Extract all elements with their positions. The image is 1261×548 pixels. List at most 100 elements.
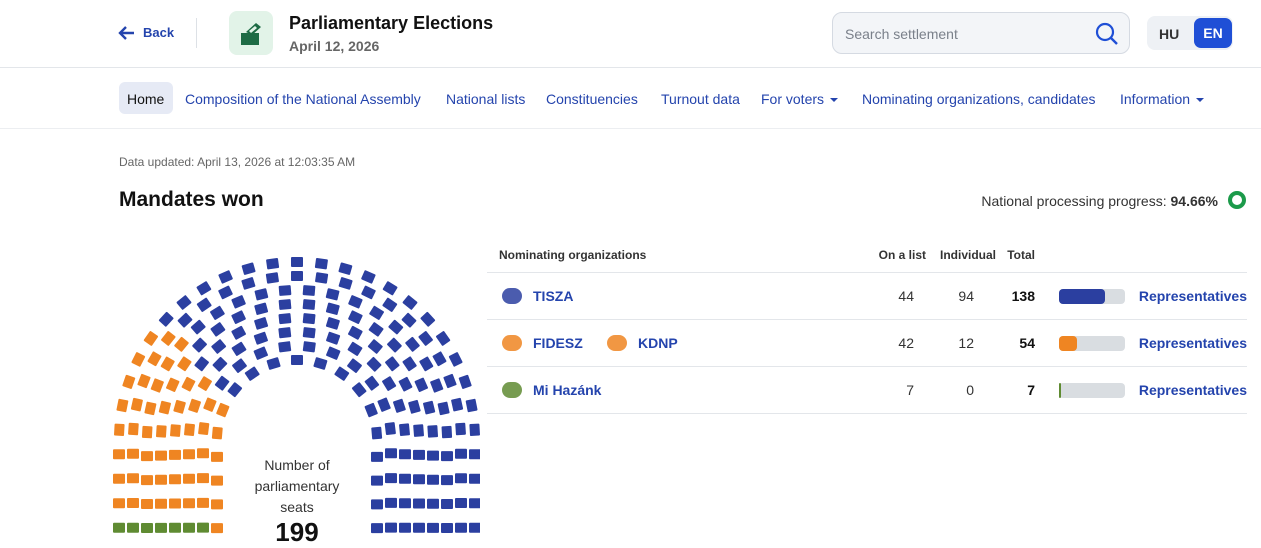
seat — [384, 422, 396, 436]
back-arrow[interactable] — [118, 25, 136, 41]
seat — [190, 319, 206, 335]
seat — [232, 358, 247, 373]
seat — [181, 376, 196, 392]
seat — [364, 375, 380, 391]
seat — [212, 356, 228, 372]
seat — [385, 497, 397, 508]
seat — [210, 305, 225, 320]
search-box[interactable]: Search settlement — [832, 12, 1130, 54]
nav-item[interactable]: Turnout data — [661, 91, 740, 107]
seat — [371, 451, 383, 462]
caret — [830, 98, 839, 103]
seat — [377, 397, 391, 412]
seat — [398, 376, 413, 392]
nav-item[interactable]: National lists — [446, 91, 526, 107]
seat — [427, 425, 439, 438]
seat — [351, 382, 367, 398]
seat — [278, 285, 292, 296]
seat — [399, 473, 411, 484]
nav-dropdown[interactable]: Information — [1120, 90, 1205, 108]
seat — [419, 356, 434, 372]
seat — [441, 425, 453, 439]
seat — [141, 425, 153, 439]
party-logo — [607, 335, 627, 351]
seat — [227, 382, 243, 398]
total: 138 — [1011, 288, 1035, 304]
nav-item[interactable]: Nominating organizations, candidates — [862, 91, 1096, 107]
total: 54 — [1019, 335, 1035, 351]
total: 7 — [1027, 382, 1035, 398]
seat — [361, 285, 376, 300]
seat — [455, 498, 467, 508]
seat — [184, 423, 195, 437]
th: Total — [1007, 248, 1035, 262]
lang-en[interactable]: EN — [1194, 18, 1232, 48]
individual: 0 — [966, 382, 974, 398]
back-link[interactable]: Back — [143, 25, 175, 40]
seat — [413, 449, 425, 460]
header-border — [0, 67, 1261, 68]
representatives-link[interactable]: Representatives — [1138, 382, 1247, 398]
seat — [441, 499, 453, 509]
seat — [338, 262, 353, 275]
nav-item[interactable]: Home — [127, 91, 165, 107]
seat — [291, 355, 303, 365]
seat — [326, 346, 341, 360]
party-name[interactable]: KDNP — [638, 335, 678, 351]
seat — [441, 523, 453, 533]
search-icon[interactable] — [1095, 22, 1119, 46]
seat — [414, 377, 428, 392]
party-name[interactable]: FIDESZ — [533, 335, 583, 351]
seat — [211, 451, 223, 462]
party-name[interactable]: TISZA — [533, 288, 574, 304]
seat — [413, 424, 424, 437]
nav-item[interactable]: Constituencies — [546, 91, 638, 107]
seat — [325, 288, 340, 301]
seat — [147, 351, 162, 367]
progress-value: 94.66% — [1170, 193, 1218, 209]
seat — [401, 312, 417, 328]
seat — [361, 270, 376, 284]
seat — [158, 311, 174, 327]
caret — [1196, 98, 1205, 103]
representatives-link[interactable]: Representatives — [1138, 335, 1247, 351]
seat — [408, 399, 421, 414]
seat — [194, 356, 209, 372]
seat — [183, 522, 195, 533]
seat — [455, 473, 467, 484]
seat — [150, 378, 164, 393]
seat — [211, 523, 223, 534]
on-list: 42 — [898, 335, 914, 351]
seat — [176, 295, 192, 310]
seat — [451, 397, 464, 412]
nav-item[interactable]: Composition of the National Assembly — [185, 91, 421, 107]
lang-hu[interactable]: HU — [1159, 26, 1180, 42]
seat — [385, 473, 397, 484]
seat — [302, 285, 316, 296]
nav-dropdown[interactable]: For voters — [761, 90, 839, 108]
seat — [278, 327, 292, 339]
party-name[interactable]: Mi Hazánk — [533, 382, 602, 398]
seat — [143, 331, 159, 346]
seat — [203, 397, 217, 412]
seat — [441, 451, 453, 462]
nav-border — [0, 128, 1261, 129]
seat — [469, 473, 480, 484]
row-line — [487, 319, 1247, 320]
seat — [420, 311, 436, 327]
seat — [231, 325, 247, 340]
bar — [1059, 289, 1105, 304]
on-list: 7 — [906, 382, 914, 398]
seat — [174, 336, 189, 352]
seat — [155, 450, 167, 461]
seat — [158, 400, 171, 415]
seat — [113, 473, 125, 484]
representatives-link[interactable]: Representatives — [1138, 288, 1247, 304]
party-logo — [502, 335, 522, 351]
search-placeholder: Search settlement — [845, 26, 958, 42]
seat — [465, 398, 478, 413]
seat — [141, 451, 153, 462]
bar-track — [1059, 383, 1125, 398]
seat — [231, 295, 246, 309]
seat — [469, 423, 480, 437]
